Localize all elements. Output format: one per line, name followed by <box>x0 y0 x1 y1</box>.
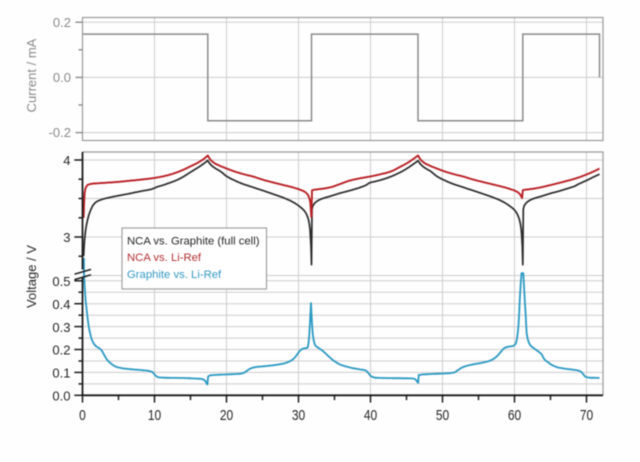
svg-text:10: 10 <box>148 407 162 424</box>
svg-text:NCA vs. Graphite (full cell): NCA vs. Graphite (full cell) <box>127 235 260 247</box>
svg-text:Voltage / V: Voltage / V <box>24 245 39 308</box>
svg-text:0.4: 0.4 <box>52 297 70 312</box>
svg-text:0.0: 0.0 <box>53 70 71 85</box>
svg-text:3: 3 <box>63 230 70 245</box>
svg-text:70: 70 <box>580 407 594 424</box>
svg-text:0.0: 0.0 <box>52 389 70 404</box>
svg-text:Current / mA: Current / mA <box>24 38 39 112</box>
svg-text:0.1: 0.1 <box>52 366 70 381</box>
svg-text:40: 40 <box>364 407 378 424</box>
svg-text:60: 60 <box>508 407 522 424</box>
svg-text:NCA vs. Li-Ref: NCA vs. Li-Ref <box>127 252 202 264</box>
svg-text:0: 0 <box>79 407 86 424</box>
svg-text:0.2: 0.2 <box>52 343 70 358</box>
svg-text:50: 50 <box>436 407 450 424</box>
svg-text:0.5: 0.5 <box>52 274 70 289</box>
svg-text:-0.2: -0.2 <box>49 125 71 140</box>
svg-text:30: 30 <box>292 407 306 424</box>
svg-text:0.2: 0.2 <box>53 15 71 30</box>
svg-text:4: 4 <box>63 153 70 168</box>
svg-text:Graphite vs. Li-Ref: Graphite vs. Li-Ref <box>127 269 222 281</box>
svg-text:0.3: 0.3 <box>52 320 70 335</box>
svg-text:20: 20 <box>220 407 234 424</box>
